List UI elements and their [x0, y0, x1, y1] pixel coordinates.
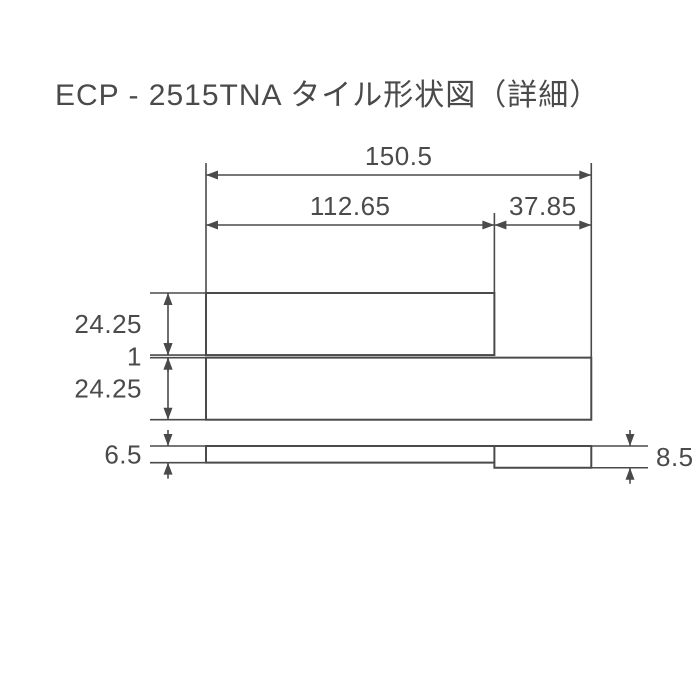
dim-bar-height-top: 24.25	[74, 309, 142, 339]
dim-bar-gap: 1	[127, 341, 142, 371]
dim-side-thick: 8.5	[656, 442, 694, 472]
dim-segment-b: 37.85	[509, 191, 577, 221]
dim-bar-height-bottom: 24.25	[74, 374, 142, 404]
dim-side-thin: 6.5	[104, 439, 142, 469]
dim-segment-a: 112.65	[310, 191, 391, 221]
dim-total-width: 150.5	[365, 141, 433, 171]
diagram-title: ECP - 2515TNA タイル形状図（詳細）	[55, 79, 600, 112]
